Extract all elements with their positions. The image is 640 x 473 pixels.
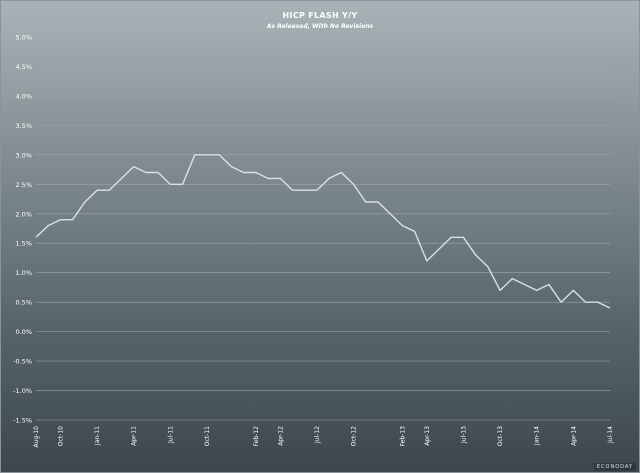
- series-line: [35, 154, 611, 309]
- y-tick-label: -1.0%: [13, 387, 32, 395]
- x-tick-label: Oct-12: [351, 426, 358, 446]
- y-tick-label: -1.5%: [13, 417, 32, 425]
- y-tick-label: 5.0%: [15, 34, 32, 42]
- y-tick-label: 0.0%: [15, 328, 32, 336]
- y-tick-label: 1.0%: [15, 269, 32, 277]
- y-tick-label: 0.5%: [15, 299, 32, 307]
- x-tick-label: Jul-11: [167, 426, 174, 444]
- chart-subtitle: As Released, With No Revisions: [266, 23, 374, 30]
- y-tick-label: 1.5%: [15, 240, 32, 248]
- y-tick-label: -0.5%: [13, 358, 32, 366]
- x-tick-label: Apr-12: [277, 426, 284, 446]
- x-tick-label: Feb-12: [253, 426, 260, 447]
- x-tick-label: Apr-13: [424, 426, 431, 446]
- x-tick-label: Jan-11: [94, 426, 101, 446]
- x-tick-label: Jul-14: [607, 426, 614, 444]
- x-tick-label: Oct-13: [497, 426, 504, 446]
- x-tick-label: Jan-14: [534, 426, 541, 446]
- watermark-logo: ECONODAY: [593, 463, 636, 471]
- grid: [36, 36, 610, 421]
- series-group: [35, 154, 611, 309]
- y-tick-label: 3.5%: [15, 122, 32, 130]
- y-tick-label: 4.5%: [15, 63, 32, 71]
- y-tick-label: 2.5%: [15, 181, 32, 189]
- x-tick-label: Jul-13: [460, 426, 467, 444]
- y-tick-label: 4.0%: [15, 92, 32, 100]
- x-tick-label: Aug-10: [33, 426, 40, 448]
- x-tick-label: Apr-14: [570, 426, 577, 446]
- y-tick-label: 3.0%: [15, 151, 32, 159]
- y-tick-label: 2.0%: [15, 210, 32, 218]
- x-tick-label: Oct-11: [204, 426, 211, 446]
- x-axis: Aug-10 Oct-10 Jan-11 Apr-11 Jul-11 Oct-11 Feb-…: [33, 426, 614, 448]
- x-tick-label: Apr-11: [131, 426, 138, 446]
- x-tick-label: Feb-13: [399, 426, 406, 447]
- x-tick-label: Oct-10: [57, 426, 64, 446]
- y-axis: -1.5% -1.0% -0.5% 0.0% 0.5% 1.0% 1.5% 2.0% 2.5% 3…: [13, 34, 32, 425]
- x-tick-label: Jul-12: [314, 426, 321, 444]
- chart-title: HICP FLASH Y/Y: [282, 11, 358, 20]
